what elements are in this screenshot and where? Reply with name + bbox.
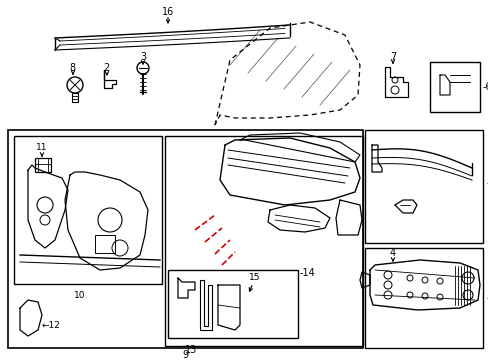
Text: 3: 3 (140, 52, 146, 62)
Text: 10: 10 (74, 291, 85, 300)
Text: 16: 16 (162, 7, 174, 17)
Text: 15: 15 (249, 274, 260, 283)
Text: -14: -14 (299, 268, 315, 278)
Text: 13: 13 (184, 345, 197, 355)
Bar (72, 93, 78, 102)
Text: 8: 8 (69, 63, 75, 73)
Bar (164, 136, 362, 346)
Bar (8, 130, 362, 348)
Text: 4: 4 (389, 248, 395, 258)
Text: 7: 7 (389, 52, 395, 62)
Bar (35, 158, 51, 172)
Bar (429, 62, 479, 112)
Bar (168, 270, 297, 338)
Bar (95, 235, 115, 253)
Text: -6: -6 (482, 82, 488, 92)
Bar (364, 248, 482, 348)
Text: 9: 9 (182, 350, 188, 360)
Bar (14, 136, 162, 284)
Text: -1: -1 (486, 293, 488, 303)
Text: 2: 2 (102, 63, 109, 73)
Bar (364, 130, 482, 243)
Text: -5: -5 (486, 178, 488, 188)
Text: ←12: ←12 (42, 321, 61, 330)
Text: 11: 11 (36, 144, 48, 153)
